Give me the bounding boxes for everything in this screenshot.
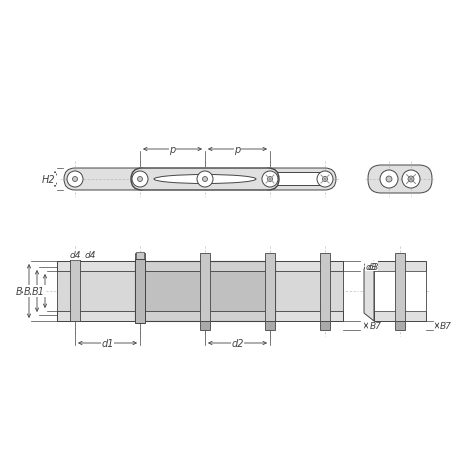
Bar bbox=[71, 252, 79, 260]
Circle shape bbox=[322, 177, 327, 182]
Bar bbox=[264, 321, 274, 330]
Text: d4: d4 bbox=[85, 250, 96, 259]
FancyBboxPatch shape bbox=[258, 168, 335, 190]
Polygon shape bbox=[363, 262, 373, 321]
Circle shape bbox=[196, 172, 213, 188]
Circle shape bbox=[137, 177, 142, 182]
Text: B7: B7 bbox=[369, 321, 381, 330]
Circle shape bbox=[407, 177, 413, 183]
Circle shape bbox=[202, 177, 207, 182]
FancyBboxPatch shape bbox=[131, 168, 279, 190]
Circle shape bbox=[267, 177, 272, 182]
Text: d3: d3 bbox=[365, 262, 377, 271]
Text: d1: d1 bbox=[101, 338, 113, 348]
Text: p: p bbox=[234, 145, 240, 155]
Bar bbox=[373, 262, 425, 321]
Text: d3: d3 bbox=[367, 262, 379, 271]
Text: d2: d2 bbox=[231, 338, 243, 348]
Bar bbox=[264, 253, 274, 321]
Text: d4: d4 bbox=[69, 251, 81, 260]
Text: B7: B7 bbox=[439, 321, 451, 330]
FancyBboxPatch shape bbox=[133, 173, 211, 186]
Text: p: p bbox=[169, 145, 175, 155]
FancyBboxPatch shape bbox=[367, 166, 431, 194]
Bar bbox=[57, 262, 342, 321]
Text: B2: B2 bbox=[24, 286, 37, 297]
FancyBboxPatch shape bbox=[263, 173, 331, 186]
Bar bbox=[134, 262, 274, 321]
Circle shape bbox=[316, 172, 332, 188]
Text: B1: B1 bbox=[32, 286, 45, 297]
Bar bbox=[319, 253, 329, 321]
Circle shape bbox=[67, 172, 83, 188]
Bar bbox=[134, 253, 145, 321]
Bar bbox=[57, 271, 134, 311]
Circle shape bbox=[73, 177, 77, 182]
Text: B4: B4 bbox=[16, 286, 29, 297]
Circle shape bbox=[385, 177, 391, 183]
Text: H2: H2 bbox=[41, 174, 55, 185]
Bar bbox=[274, 271, 342, 311]
Bar bbox=[373, 271, 425, 311]
Bar bbox=[134, 259, 145, 323]
Bar bbox=[70, 253, 80, 321]
Bar bbox=[274, 262, 342, 321]
Bar bbox=[394, 321, 404, 330]
Circle shape bbox=[132, 172, 148, 188]
Bar bbox=[200, 253, 210, 321]
Circle shape bbox=[379, 171, 397, 189]
Bar bbox=[319, 321, 329, 330]
Ellipse shape bbox=[154, 175, 256, 184]
FancyBboxPatch shape bbox=[64, 168, 151, 190]
Circle shape bbox=[401, 171, 419, 189]
Bar bbox=[57, 271, 342, 311]
Bar bbox=[394, 253, 404, 321]
Circle shape bbox=[262, 172, 277, 188]
Bar bbox=[200, 321, 210, 330]
Bar bbox=[57, 262, 134, 321]
Bar bbox=[136, 252, 144, 260]
Bar bbox=[134, 271, 274, 311]
